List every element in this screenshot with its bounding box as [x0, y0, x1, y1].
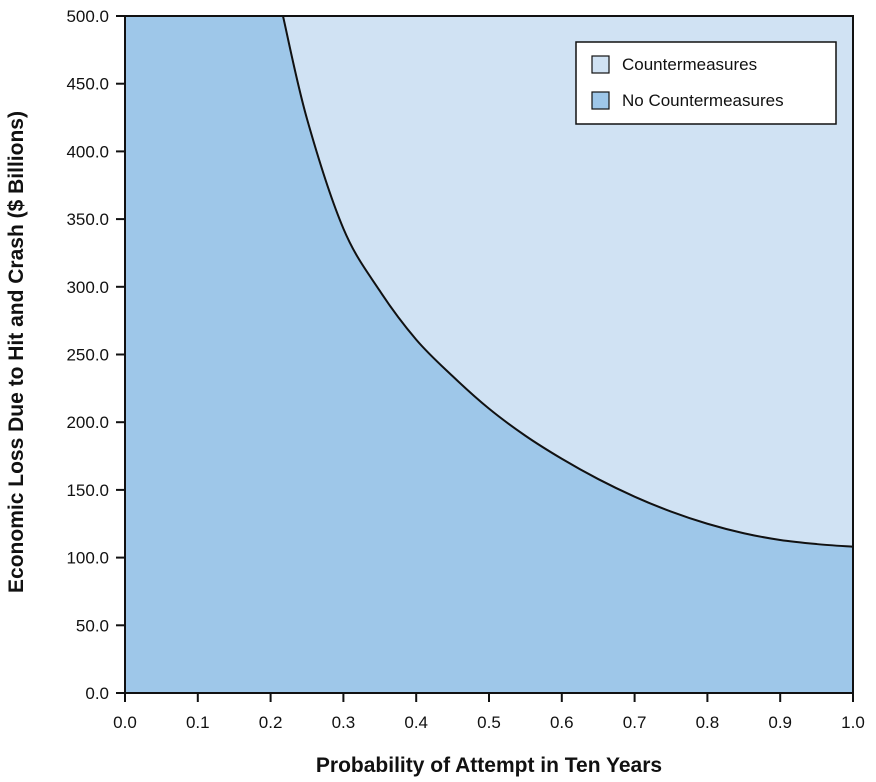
x-tick-label: 1.0 [841, 713, 865, 732]
y-axis-title: Economic Loss Due to Hit and Crash ($ Bi… [5, 111, 28, 593]
y-axis: 0.0 50.0 100.0 150.0 200.0 250.0 300.0 350.0 400… [66, 7, 125, 703]
x-axis: 0.0 0.1 0.2 0.3 0.4 0.5 0.6 0.7 0.8 0.9 1.0 [113, 693, 865, 732]
x-axis-title: Probability of Attempt in Ten Years [316, 754, 662, 777]
x-tick-label: 0.9 [768, 713, 792, 732]
x-tick-label: 0.4 [404, 713, 428, 732]
y-tick-label: 0.0 [85, 684, 109, 703]
y-tick-label: 250.0 [66, 346, 109, 365]
x-tick-label: 0.2 [259, 713, 283, 732]
x-tick-label: 0.6 [550, 713, 574, 732]
legend-label-no-countermeasures: No Countermeasures [622, 91, 784, 110]
y-tick-label: 100.0 [66, 549, 109, 568]
legend-label-countermeasures: Countermeasures [622, 55, 757, 74]
legend-swatch-no-countermeasures [591, 91, 610, 110]
legend-swatch-countermeasures [591, 55, 610, 74]
y-tick-label: 500.0 [66, 7, 109, 26]
y-tick-label: 350.0 [66, 210, 109, 229]
y-tick-label: 50.0 [76, 616, 109, 635]
no-countermeasures-area [125, 16, 853, 693]
x-tick-label: 0.7 [623, 713, 647, 732]
x-tick-label: 0.5 [477, 713, 501, 732]
y-tick-label: 300.0 [66, 278, 109, 297]
y-tick-label: 200.0 [66, 413, 109, 432]
legend: Countermeasures No Countermeasures [575, 41, 837, 125]
x-tick-label: 0.0 [113, 713, 137, 732]
x-tick-label: 0.8 [696, 713, 720, 732]
x-tick-label: 0.3 [332, 713, 356, 732]
plot-area [124, 15, 854, 694]
y-tick-label: 150.0 [66, 481, 109, 500]
legend-box [575, 41, 837, 125]
boundary-curve [282, 15, 854, 548]
y-tick-label: 400.0 [66, 142, 109, 161]
y-tick-label: 450.0 [66, 75, 109, 94]
x-tick-label: 0.1 [186, 713, 210, 732]
